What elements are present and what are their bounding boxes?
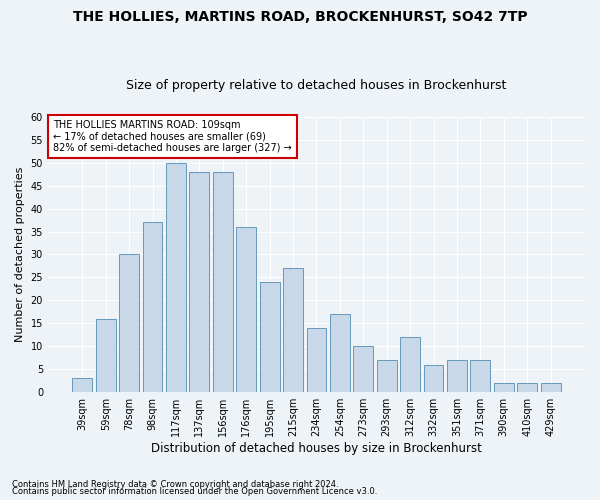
Bar (96, 319, 116, 392)
Title: Size of property relative to detached houses in Brockenhurst: Size of property relative to detached ho… (126, 79, 506, 92)
Bar (143, 222, 163, 392)
Y-axis label: Number of detached properties: Number of detached properties (15, 167, 25, 342)
Bar (119, 254, 139, 392)
Text: Contains public sector information licensed under the Open Government Licence v3: Contains public sector information licen… (12, 487, 377, 496)
Bar (517, 383, 537, 392)
Bar (190, 172, 209, 392)
Bar (494, 383, 514, 392)
Bar (541, 383, 560, 392)
Bar (166, 162, 186, 392)
Bar (377, 360, 397, 392)
Bar (307, 328, 326, 392)
Text: THE HOLLIES, MARTINS ROAD, BROCKENHURST, SO42 7TP: THE HOLLIES, MARTINS ROAD, BROCKENHURST,… (73, 10, 527, 24)
Bar (470, 360, 490, 392)
Bar (73, 378, 92, 392)
Text: THE HOLLIES MARTINS ROAD: 109sqm
← 17% of detached houses are smaller (69)
82% o: THE HOLLIES MARTINS ROAD: 109sqm ← 17% o… (53, 120, 292, 152)
Bar (236, 227, 256, 392)
Bar (447, 360, 467, 392)
Text: Contains HM Land Registry data © Crown copyright and database right 2024.: Contains HM Land Registry data © Crown c… (12, 480, 338, 489)
X-axis label: Distribution of detached houses by size in Brockenhurst: Distribution of detached houses by size … (151, 442, 482, 455)
Bar (283, 268, 303, 392)
Bar (213, 172, 233, 392)
Bar (353, 346, 373, 392)
Bar (260, 282, 280, 392)
Bar (424, 364, 443, 392)
Bar (330, 314, 350, 392)
Bar (400, 337, 420, 392)
